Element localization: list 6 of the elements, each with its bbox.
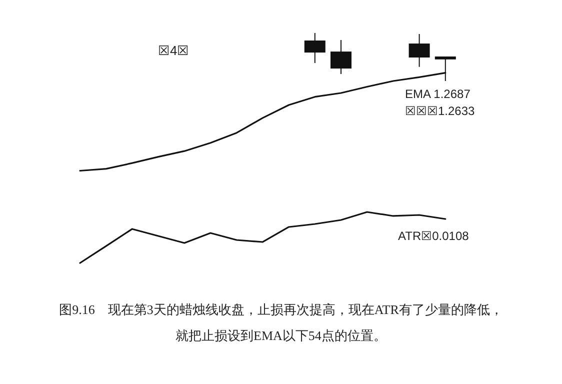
text: EMA 1.2687 [405, 87, 471, 101]
text: ☒☒☒1.2633 [405, 104, 476, 118]
caption: 图9.16 现在第3天的蜡烛线收盘，止损再次提高，现在ATR有了少量的降低， [59, 302, 503, 317]
annotation: ☒4☒ [158, 43, 190, 58]
annotation: ATR☒0.0108 [398, 229, 470, 243]
text: 就把止损设到EMA以下54点的位置。 [176, 328, 386, 343]
